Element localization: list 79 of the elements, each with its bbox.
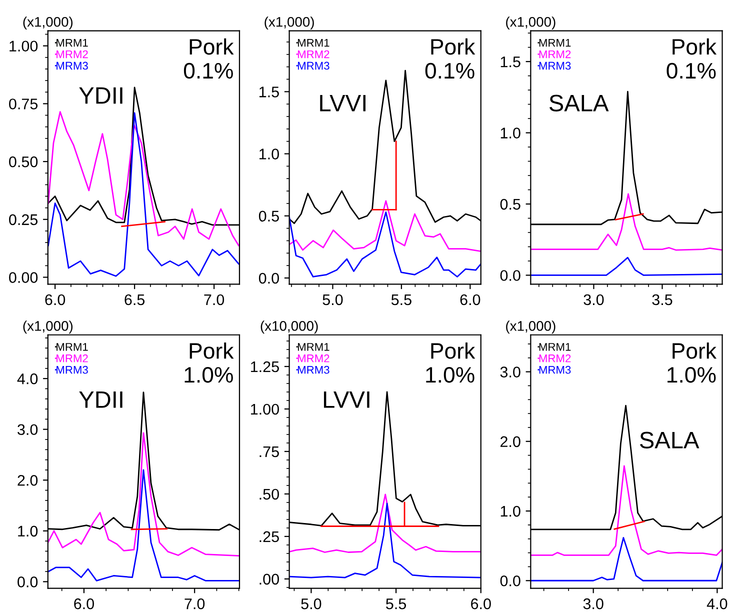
y-axis-title: (x1,000) [506, 16, 556, 30]
y-tick-label: 0.75 [9, 98, 38, 110]
annotation: Pork 1.0% [184, 342, 234, 383]
y-tick-label: .25 [260, 531, 279, 542]
y-axis-title: (x1,000) [264, 16, 314, 30]
legend-label: MRM3 [56, 366, 88, 374]
y-axis-title: (x10,000) [260, 320, 318, 334]
y-tick-label: 0.5 [258, 210, 279, 222]
y-tick-label: 0.50 [9, 156, 38, 168]
y-tick-label: 2.0 [18, 474, 38, 486]
y-tick-label: 1.0 [500, 128, 520, 138]
x-tick-label: 6.0 [471, 598, 491, 610]
legend-label: MRM3 [298, 62, 330, 70]
x-tick-label: 5.0 [301, 598, 322, 610]
legend-label: MRM2 [298, 354, 330, 362]
y-tick-label: 1.0 [500, 506, 520, 517]
x-tick-label: 5.0 [322, 294, 343, 306]
legend-label: MRM3 [539, 62, 571, 70]
y-tick-label: .50 [260, 488, 279, 500]
annotation: Pork 0.1% [425, 38, 476, 79]
y-axis-title: (x1,000) [506, 320, 556, 334]
annotation: Pork 0.1% [666, 38, 717, 79]
y-tick-label: .00 [260, 574, 279, 585]
y-tick-label: 3.0 [500, 366, 520, 378]
y-tick-label: 0.0 [500, 575, 520, 586]
x-tick-label: 7.0 [204, 294, 224, 306]
y-tick-label: 0.00 [9, 272, 38, 283]
annotation: SALA [640, 432, 700, 449]
x-tick-label: 6.0 [74, 598, 94, 610]
y-tick-label: 0.5 [500, 198, 520, 210]
y-tick-label: .75 [260, 446, 279, 458]
y-axis-title: (x1,000) [23, 320, 73, 334]
annotation: YDII [79, 87, 122, 104]
y-tick-label: 1.0 [260, 148, 279, 160]
y-tick-label: 1.25 [251, 361, 279, 372]
legend-label: MRM2 [56, 354, 88, 362]
legend-label: MRM2 [298, 50, 330, 58]
y-tick-label: 0.0 [500, 270, 520, 281]
legend-label: MRM3 [298, 366, 330, 374]
y-tick-label: 1.00 [251, 404, 279, 415]
x-tick-label: 5.5 [391, 294, 412, 306]
annotation: Pork 0.1% [184, 38, 234, 79]
y-tick-label: 4.0 [17, 373, 38, 384]
y-tick-label: 3.0 [18, 424, 38, 436]
x-tick-label: 3.5 [652, 294, 672, 306]
y-tick-label: 0.25 [9, 214, 38, 226]
x-tick-label: 7.0 [184, 598, 205, 610]
annotation: Pork 1.0% [426, 342, 476, 383]
legend-label: MRM1 [56, 38, 88, 47]
legend-label: MRM1 [298, 38, 330, 47]
y-tick-label: 2.0 [500, 436, 520, 448]
y-tick-label: 0.0 [258, 272, 279, 284]
annotation: SALA [549, 94, 609, 112]
legend-label: MRM1 [298, 343, 330, 351]
y-tick-label: 1.5 [500, 56, 520, 68]
y-axis-title: (x1,000) [23, 16, 73, 30]
y-tick-label: 1.5 [260, 86, 279, 98]
x-tick-label: 3.0 [583, 598, 604, 610]
annotation: LVVI [324, 391, 370, 408]
y-tick-label: 0.0 [18, 576, 38, 588]
legend-label: MRM1 [56, 343, 88, 351]
legend-label: MRM2 [539, 50, 571, 58]
x-tick-label: 4.0 [706, 598, 728, 610]
x-tick-label: 5.5 [386, 598, 406, 610]
legend-label: MRM3 [56, 62, 88, 70]
x-tick-label: 3.0 [584, 294, 604, 306]
x-tick-label: 6.0 [45, 294, 66, 306]
y-tick-label: 1.00 [10, 40, 38, 52]
legend-label: MRM2 [56, 50, 88, 58]
annotation: LVVI [320, 95, 366, 112]
annotation: Pork 1.0% [668, 342, 717, 383]
x-tick-label: 6.5 [124, 294, 145, 306]
legend-label: MRM1 [539, 343, 571, 351]
legend-label: MRM2 [539, 354, 571, 362]
x-tick-label: 6.0 [460, 294, 480, 306]
legend-label: MRM1 [539, 38, 571, 47]
legend-label: MRM3 [539, 366, 571, 374]
annotation: YDII [79, 391, 122, 408]
y-tick-label: 1.0 [18, 526, 38, 537]
